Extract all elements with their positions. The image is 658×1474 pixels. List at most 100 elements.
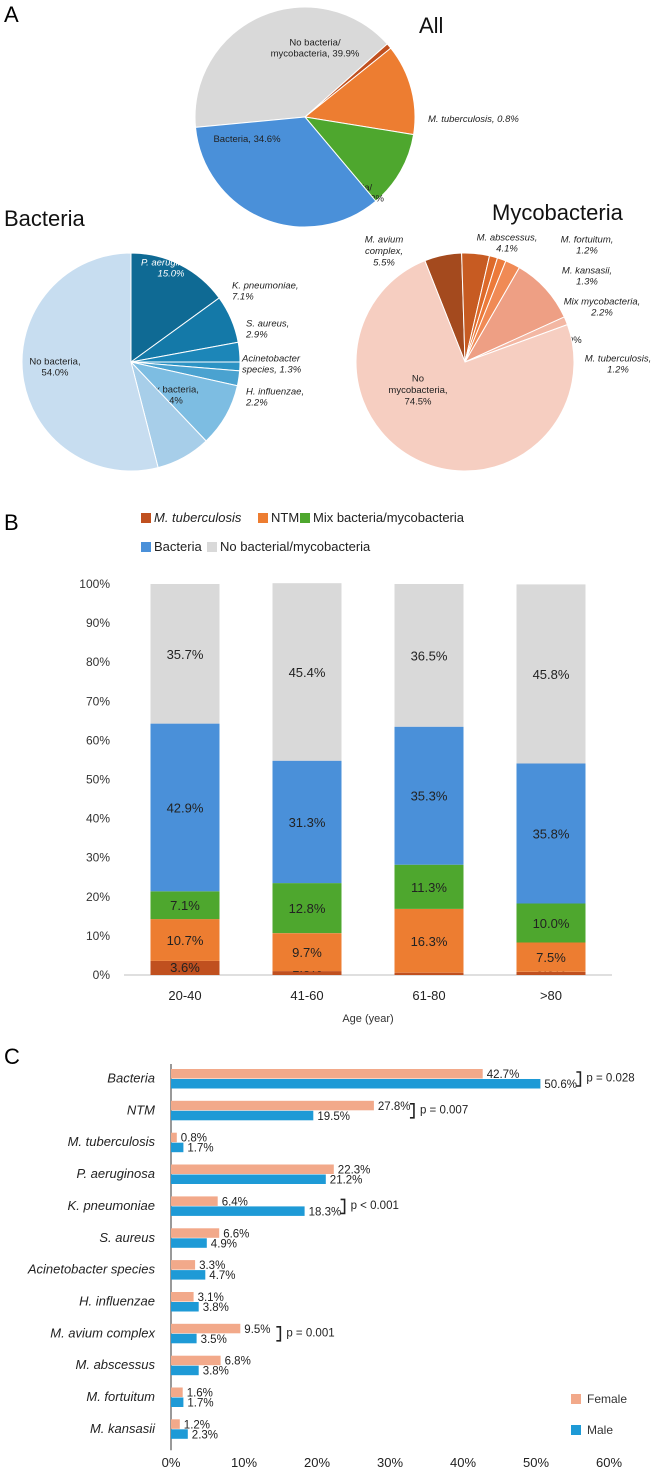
pie-bacteria-label-s-aureus-2-9: S. aureus, 2.9% — [245, 318, 289, 340]
p-bracket-p-0-028 — [576, 1071, 582, 1087]
value-label-m-abscessus-female: 6.8% — [225, 1356, 251, 1368]
pie-bacteria-label-p-aeruginosa-15-0: P. aeruginosa, 15.0% — [141, 257, 201, 279]
value-label-p-aeruginosa-female: 22.3% — [338, 1165, 371, 1177]
data-label-80-mix-bacteria-mycobacteria: 10.0% — [533, 916, 570, 931]
value-label-acinetobacter-species-female: 3.3% — [199, 1260, 225, 1272]
category-label-bacteria: Bacteria — [107, 1071, 155, 1086]
pie-bacteria-label-no-bacteria-54-0: No bacteria, 54.0% — [29, 356, 80, 378]
bar-20-40-ntm — [150, 919, 220, 961]
xtick-label-c-2: 20% — [304, 1455, 330, 1470]
bar-m-fortuitum-male — [171, 1397, 184, 1407]
value-label-h-influenzae-female: 3.1% — [198, 1292, 224, 1304]
pie-myco-label-mix-mycobacteria-2-2: Mix mycobacteria, 2.2% — [564, 296, 641, 318]
bar-p-aeruginosa-female — [171, 1164, 334, 1174]
legend-swatch-ntm — [258, 513, 268, 523]
pie-bacteria-label-h-influenzae-2-2: H. influenzae, 2.2% — [245, 386, 304, 408]
ytick-label-10: 100% — [79, 577, 110, 591]
legend-label-m-tuberculosis: M. tuberculosis — [154, 510, 242, 525]
bar-m-tuberculosis-female — [171, 1132, 177, 1143]
pie-all-chart: No bacteria/mycobacteria, 39.9% M. tuberc… — [194, 6, 519, 228]
data-label-20-40-no-bacterial-mycobacteria: 35.7% — [167, 647, 204, 662]
data-label-80-no-bacterial-mycobacteria: 45.8% — [533, 667, 570, 682]
ytick-label-9: 90% — [86, 616, 110, 630]
data-label-41-60-bacteria: 31.3% — [289, 815, 326, 830]
panel-a-label: A — [4, 2, 19, 27]
value-label-bacteria-male: 50.6% — [544, 1079, 577, 1091]
pie-all-label-bacteria-34-6: Bacteria, 34.6% — [213, 134, 281, 145]
legend-swatch-bacteria — [141, 542, 151, 552]
legend-label-bacteria: Bacteria — [154, 539, 202, 554]
pie-myco-label-m-fortuitum-1-2: M. fortuitum, 1.2% — [561, 234, 614, 256]
legend-swatch-mix-bacteria-mycobacteria — [300, 513, 310, 523]
legend-label-female: Female — [587, 1392, 627, 1406]
value-label-m-tuberculosis-female: 0.8% — [181, 1133, 207, 1145]
ytick-label-2: 20% — [86, 890, 110, 904]
value-label-m-avium-complex-male: 3.5% — [201, 1334, 227, 1346]
ytick-label-7: 70% — [86, 694, 110, 708]
ytick-label-8: 80% — [86, 655, 110, 669]
bar-m-abscessus-female — [171, 1355, 221, 1366]
p-value-p-0-001: p = 0.001 — [286, 1327, 334, 1339]
grouped-sex-chart: Bacteria 42.7% 50.6% NTM 27.8% 19.5% M. tuberc… — [27, 1064, 635, 1470]
bar-k-pneumoniae-male — [171, 1206, 305, 1216]
bar-80-mix-bacteria-mycobacteria — [516, 903, 586, 943]
legend-swatch-male — [571, 1425, 581, 1435]
pie-mycobacteria-chart: M. avium complex, 5.5% M. abscessus, 4.1% M. … — [355, 200, 651, 472]
bar-bacteria-female — [171, 1069, 483, 1079]
bar-61-80-bacteria — [394, 726, 464, 865]
bar-m-tuberculosis-male — [171, 1142, 184, 1153]
pie-all-title: All — [419, 13, 443, 38]
value-label-k-pneumoniae-male: 18.3% — [309, 1206, 342, 1218]
category-label-m-tuberculosis: M. tuberculosis — [68, 1134, 156, 1149]
bar-20-40-mix-bacteria-mycobacteria — [150, 891, 220, 920]
bar-80-no-bacterial-mycobacteria — [516, 584, 586, 764]
xtick-label-41-60: 41-60 — [290, 988, 323, 1003]
legend-swatch-female — [571, 1394, 581, 1404]
bar-m-kansasii-male — [171, 1429, 188, 1439]
value-label-ntm-male: 19.5% — [317, 1111, 350, 1123]
value-label-m-avium-complex-female: 9.5% — [244, 1324, 270, 1336]
value-label-bacteria-female: 42.7% — [487, 1069, 520, 1081]
xtick-label-c-1: 10% — [231, 1455, 257, 1470]
pie-myco-label-m-avium-complex-5-5: M. avium complex, 5.5% — [365, 235, 404, 269]
data-label-20-40-bacteria: 42.9% — [167, 801, 204, 816]
bar-41-60-m-tuberculosis — [272, 971, 342, 975]
value-label-h-influenzae-male: 3.8% — [203, 1302, 229, 1314]
bar-ntm-male — [171, 1110, 314, 1121]
ytick-label-3: 30% — [86, 851, 110, 865]
bar-61-80-m-tuberculosis — [394, 972, 464, 975]
category-label-k-pneumoniae: K. pneumoniae — [68, 1198, 155, 1213]
stacked-age-chart: M. tuberculosis NTM Mix bacteria/mycobacte… — [79, 510, 612, 1025]
bar-p-aeruginosa-male — [171, 1174, 326, 1184]
legend-label-male: Male — [587, 1423, 613, 1437]
pie-bacteria-label-k-pneumoniae-7-1: K. pneumoniae, 7.1% — [232, 280, 299, 302]
bar-80-m-tuberculosis — [516, 971, 586, 975]
data-label-20-40-ntm: 10.7% — [167, 933, 204, 948]
pie-bacteria-slice-p-aeruginosa-15-0 — [130, 252, 220, 363]
bar-m-avium-complex-female — [171, 1323, 241, 1334]
pie-myco-label-m-abscessus-4-1: M. abscessus, 4.1% — [477, 232, 538, 254]
value-label-m-fortuitum-female: 1.6% — [187, 1388, 213, 1400]
value-label-m-abscessus-male: 3.8% — [203, 1366, 229, 1378]
category-label-s-aureus: S. aureus — [99, 1230, 155, 1245]
bar-41-60-ntm — [272, 933, 342, 972]
category-label-ntm: NTM — [127, 1102, 155, 1117]
bar-20-40-m-tuberculosis — [150, 960, 220, 975]
ytick-label-1: 10% — [86, 929, 110, 943]
category-label-m-fortuitum: M. fortuitum — [86, 1389, 155, 1404]
data-label-61-80-bacteria: 35.3% — [411, 789, 448, 804]
pie-all-slice-no-bacteria-mycobacteria-39-9 — [194, 6, 388, 128]
category-label-acinetobacter-species: Acinetobacter species — [27, 1262, 156, 1277]
bar-m-avium-complex-male — [171, 1333, 197, 1344]
p-bracket-p-0-001 — [276, 1326, 282, 1342]
value-label-acinetobacter-species-male: 4.7% — [209, 1270, 235, 1282]
category-label-h-influenzae: H. influenzae — [79, 1294, 155, 1309]
xtick-label-c-6: 60% — [596, 1455, 622, 1470]
pie-bacteria-chart: P. aeruginosa, 15.0% K. pneumoniae, 7.1% S. … — [4, 206, 304, 472]
pie-all-slice-mixed-bacteria-mycobacteria-11-3 — [303, 116, 415, 202]
value-label-m-fortuitum-male: 1.7% — [187, 1398, 213, 1410]
pie-myco-slice-no-mycobacteria-74-5 — [355, 259, 575, 472]
xtick-label-c-5: 50% — [523, 1455, 549, 1470]
value-label-k-pneumoniae-female: 6.4% — [222, 1196, 248, 1208]
value-label-ntm-female: 27.8% — [378, 1101, 411, 1113]
